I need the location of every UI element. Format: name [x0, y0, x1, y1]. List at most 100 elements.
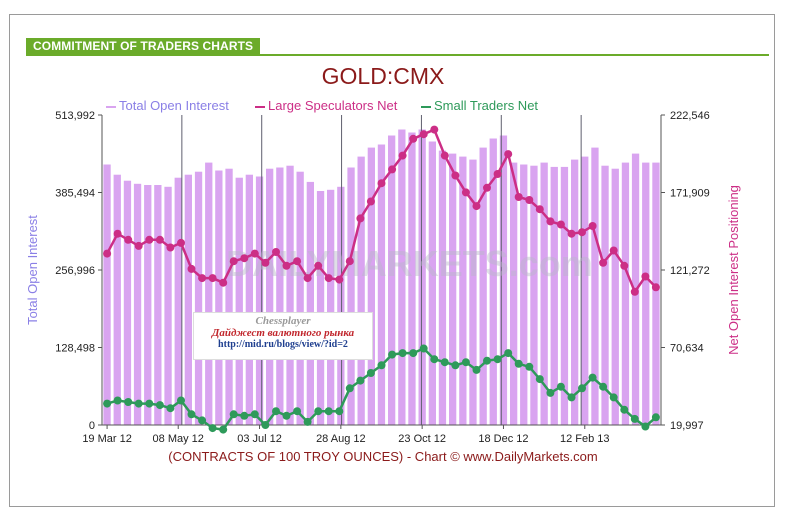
bar — [357, 156, 365, 425]
bar — [571, 159, 579, 425]
bar — [499, 135, 508, 425]
data-point — [324, 407, 333, 416]
data-point — [483, 183, 491, 192]
series-large-speculators-net — [103, 125, 660, 296]
left-axis-ticks: 513,992 385,494 256,996 128,498 0 — [55, 110, 102, 432]
y-tick-label: 385,494 — [55, 188, 95, 200]
bar — [296, 171, 304, 425]
data-point — [388, 350, 397, 359]
data-point — [272, 407, 280, 416]
chessplayer-stamp: Chessplayer Дайджест валютного рынка htt… — [193, 312, 373, 360]
bar — [418, 129, 426, 425]
bar — [601, 165, 609, 425]
bar — [438, 150, 447, 425]
data-point — [335, 407, 344, 416]
bar — [652, 162, 660, 425]
data-point — [472, 365, 481, 374]
stamp-tagline: Дайджест валютного рынка — [211, 327, 355, 339]
data-point — [419, 344, 428, 353]
bar — [550, 166, 558, 425]
legend-item-large-speculators-net[interactable]: Large Speculators Net — [255, 98, 397, 113]
data-point — [388, 165, 397, 174]
y2-tick-label: 70,634 — [670, 343, 704, 355]
data-point — [103, 399, 112, 408]
y2-tick-label: 222,546 — [670, 110, 710, 122]
bar — [459, 156, 467, 425]
data-point — [588, 373, 597, 382]
bar — [428, 141, 436, 425]
data-point — [177, 396, 185, 405]
bar — [266, 168, 274, 425]
data-point — [556, 220, 565, 229]
bar — [225, 168, 233, 425]
data-point — [208, 424, 217, 433]
x-tick-label: 19 Mar 12 — [82, 433, 132, 445]
bar — [540, 162, 548, 425]
data-point — [493, 170, 502, 178]
bar — [194, 171, 203, 425]
data-point — [229, 410, 238, 419]
x-axis-ticks: 19 Mar 12 08 May 12 03 Jul 12 28 Aug 12 23 O… — [82, 425, 610, 445]
legend-item-total-open-interest[interactable]: Total Open Interest — [106, 98, 229, 113]
data-point — [134, 399, 143, 408]
y2-axis-title: Net Open Interest Positioning — [726, 185, 741, 355]
bar — [621, 162, 630, 425]
data-point — [630, 414, 639, 423]
data-point — [314, 261, 323, 270]
data-point — [620, 405, 629, 414]
data-point — [356, 376, 365, 385]
data-point — [250, 249, 259, 258]
data-point — [472, 202, 481, 211]
bars-total-open-interest — [103, 129, 660, 425]
data-point — [187, 410, 196, 419]
data-point — [461, 358, 470, 367]
data-point — [240, 411, 249, 420]
legend-swatch — [255, 105, 265, 108]
bar — [133, 183, 142, 425]
y-tick-label: 256,996 — [55, 265, 95, 277]
data-point — [250, 410, 259, 419]
data-point — [261, 258, 270, 267]
data-point — [177, 238, 185, 247]
bar — [449, 153, 457, 425]
bar — [327, 189, 335, 425]
data-point — [609, 393, 618, 402]
data-point — [377, 361, 386, 370]
bar — [337, 186, 345, 425]
legend-label: Total Open Interest — [119, 98, 229, 113]
bar — [398, 129, 406, 425]
x-tick-label: 03 Jul 12 — [237, 433, 282, 445]
data-point — [588, 222, 597, 230]
data-point — [641, 272, 650, 281]
y-axis-title: Total Open Interest — [25, 215, 40, 325]
bar — [276, 167, 284, 425]
data-point — [578, 384, 586, 393]
data-point — [514, 193, 523, 201]
data-point — [155, 401, 164, 410]
watermark: DAILYMARKETS.com — [226, 243, 593, 284]
data-point — [366, 369, 375, 377]
data-point — [134, 241, 143, 250]
data-point — [293, 257, 302, 266]
data-point — [620, 261, 629, 270]
y2-tick-label: 19,997 — [670, 420, 704, 432]
data-point — [483, 356, 491, 365]
data-point — [430, 125, 439, 134]
stamp-url[interactable]: http://mid.ru/blogs/view/?id=2 — [218, 339, 348, 350]
data-point — [113, 229, 122, 238]
data-point — [366, 197, 375, 206]
data-point — [124, 235, 133, 244]
data-point — [440, 358, 449, 367]
data-point — [514, 359, 523, 368]
legend-item-small-traders-net[interactable]: Small Traders Net — [421, 98, 538, 113]
data-point — [461, 188, 470, 197]
data-point — [293, 407, 302, 416]
data-point — [651, 283, 660, 292]
data-point — [282, 411, 291, 420]
section-tab[interactable]: COMMITMENT OF TRADERS CHARTS — [26, 38, 261, 55]
bar — [164, 186, 172, 425]
data-point — [419, 130, 428, 139]
y2-tick-label: 171,909 — [670, 188, 710, 200]
data-point — [229, 257, 238, 266]
bar — [611, 168, 619, 425]
